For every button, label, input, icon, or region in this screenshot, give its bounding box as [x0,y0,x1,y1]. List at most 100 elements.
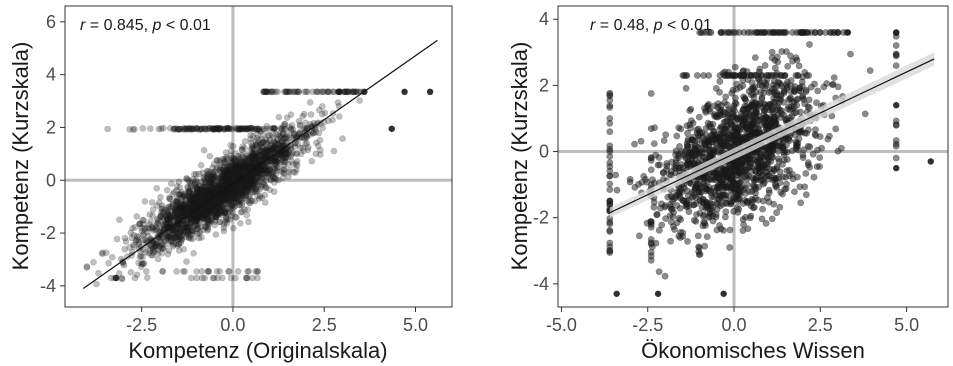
scatter-point [262,152,270,159]
scatter-point [735,29,743,36]
scatter-point [290,168,297,176]
scatter-point [256,156,264,163]
y-tick-label: -4 [40,276,56,296]
scatter-point [768,215,776,223]
scatter-point [233,196,240,204]
scatter-point [232,167,239,174]
scatter-point [240,180,247,187]
scatter-point [184,184,192,192]
scatter-point [197,125,205,133]
scatter-point [196,189,204,197]
x-axis-title: Ökonomisches Wissen [641,338,865,363]
scatter-point [202,183,209,191]
scatter-point [209,125,216,132]
scatter-point [217,173,225,181]
scatter-point [827,29,835,36]
y-tick-label: 2 [539,75,549,95]
scatter-point [190,194,198,201]
scatter-point [175,191,183,199]
scatter-point [93,280,100,288]
scatter-point [211,191,218,199]
scatter-point [198,125,206,133]
scatter-point [192,171,200,178]
scatter-point [770,167,778,174]
scatter-point [207,205,214,213]
scatter-point [277,152,285,159]
scatter-point [166,195,173,203]
scatter-point [207,175,214,182]
scatter-point [661,272,669,280]
scatter-point [765,189,773,197]
scatter-point [176,205,184,212]
scatter-point [244,165,252,173]
scatter-point [244,197,251,204]
scatter-point [153,185,161,192]
scatter-point [232,184,240,192]
scatter-point [202,212,209,220]
scatter-point [271,164,279,172]
scatter-point [312,139,320,147]
scatter-point [321,109,329,117]
scatter-point [263,170,270,178]
scatter-point [238,179,246,186]
scatter-point [692,200,700,207]
scatter-point [805,126,812,134]
scatter-point [606,226,614,234]
scatter-point [220,175,228,182]
scatter-point [282,152,289,160]
scatter-point [774,58,782,66]
scatter-point [758,95,766,103]
scatter-point [195,170,203,178]
scatter-point [724,72,731,79]
y-tick-label: -2 [40,223,56,243]
scatter-point [193,125,200,133]
scatter-point [179,204,187,212]
scatter-point [208,201,216,208]
scatter-point [181,206,188,214]
scatter-point [221,192,228,199]
scatter-point [244,165,251,173]
scatter-point [771,176,778,184]
scatter-point [243,158,250,166]
scatter-point [212,201,220,208]
scatter-point [219,203,227,210]
scatter-point [198,211,206,219]
scatter-point [166,212,173,220]
scatter-point [245,164,252,171]
scatter-point [246,163,253,171]
scatter-point [260,88,267,96]
scatter-point [186,203,194,211]
scatter-point [216,218,224,226]
scatter-point [250,153,258,160]
scatter-point [223,164,231,171]
scatter-point [703,233,711,241]
scatter-point [230,156,238,164]
scatter-point [249,151,257,158]
scatter-point [215,175,222,183]
scatter-point [211,173,218,181]
scatter-point [225,165,233,173]
scatter-point [227,178,234,185]
scatter-point [244,185,251,192]
scatter-point [255,126,263,133]
scatter-point [246,164,254,171]
scatter-point [228,125,236,133]
scatter-point [171,211,178,219]
scatter-point [216,175,223,183]
scatter-point [204,268,212,275]
scatter-point [174,213,181,221]
scatter-point [200,211,207,219]
scatter-point [606,180,614,188]
scatter-point [253,170,261,177]
scatter-point [237,160,244,167]
scatter-point [188,192,196,200]
scatter-point [206,124,213,132]
scatter-point [139,236,146,244]
y-tick-label: 0 [46,170,56,190]
scatter-point [699,199,707,206]
scatter-point [182,206,190,214]
scatter-point [212,197,220,204]
scatter-point [726,226,734,234]
scatter-point [228,187,236,194]
scatter-point [272,144,280,151]
